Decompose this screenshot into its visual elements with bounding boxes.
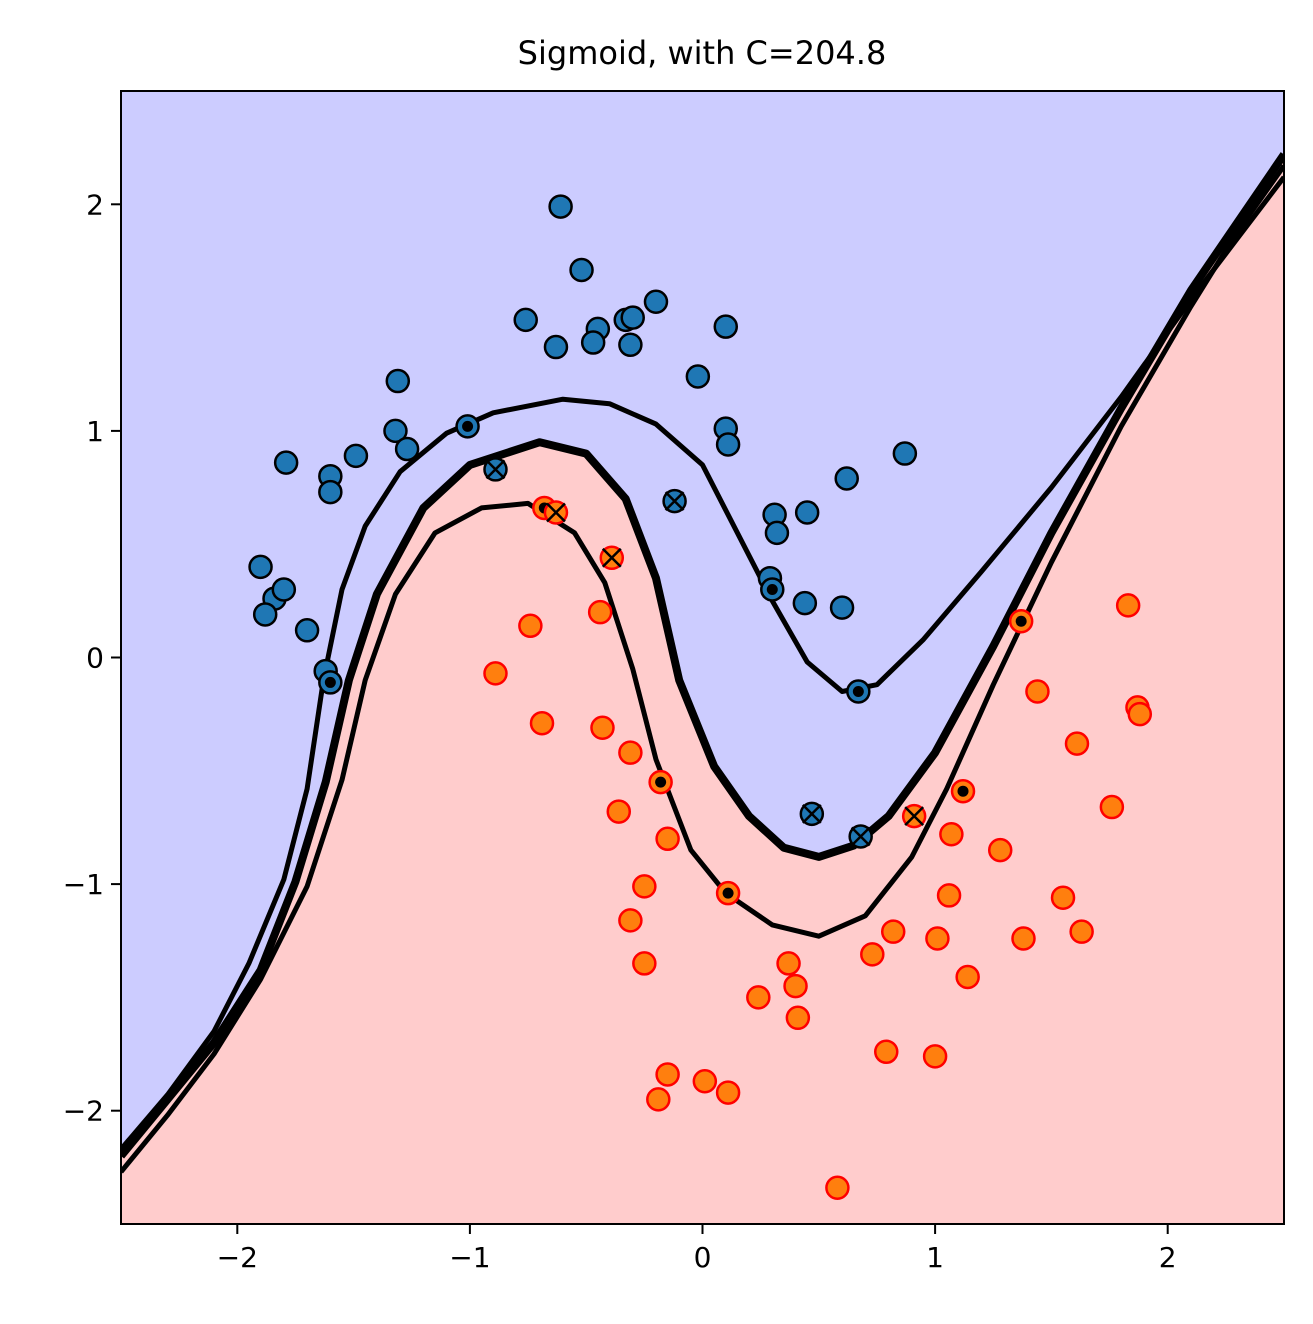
- data-point-class1: [783, 973, 808, 999]
- data-point-class1: [939, 821, 964, 847]
- support-vector-marker: [766, 584, 778, 596]
- data-point-class0: [618, 332, 643, 358]
- data-point-class1: [529, 710, 555, 736]
- boundary-margin-upper: [121, 175, 1284, 1151]
- data-point-class1: [1025, 679, 1050, 704]
- data-point-class1: [776, 951, 801, 976]
- data-point-class0: [385, 368, 411, 394]
- data-point-class1: [936, 883, 962, 908]
- data-point-class1: [955, 964, 980, 990]
- data-point-class0: [643, 289, 669, 314]
- data-point-class0: [294, 618, 320, 643]
- data-point-class1: [483, 661, 508, 686]
- data-point-class0: [548, 194, 573, 219]
- data-point-class1: [715, 1080, 741, 1105]
- data-point-class1: [825, 1175, 850, 1200]
- data-point-class1: [587, 599, 613, 625]
- data-point-class0: [383, 418, 408, 444]
- chart-title: Sigmoid, with C=204.8: [518, 34, 887, 72]
- support-vector-marker: [324, 676, 336, 688]
- y-tick-label: 0: [86, 642, 104, 675]
- support-vector-marker: [1015, 615, 1027, 627]
- data-point-class0: [892, 441, 918, 466]
- y-tick-label: −2: [63, 1095, 104, 1128]
- data-point-class1: [518, 613, 543, 639]
- data-point-class0: [764, 520, 790, 546]
- data-point-class1: [1115, 593, 1141, 618]
- data-point-class0: [685, 364, 711, 389]
- x-tick-label: −2: [217, 1241, 258, 1274]
- misclassified-marker: [664, 491, 685, 512]
- x-axis: −2 −1 0 1 2: [217, 1224, 1177, 1274]
- data-point-class0: [543, 334, 569, 360]
- data-point-class0: [343, 443, 369, 469]
- data-point-class0: [794, 500, 820, 525]
- data-point-class0: [513, 307, 538, 333]
- y-tick-label: 2: [86, 188, 104, 221]
- data-point-class1: [1069, 919, 1094, 944]
- support-vector-marker: [852, 685, 864, 697]
- data-point-class1: [880, 919, 906, 944]
- plot-area: [121, 91, 1284, 1224]
- region-class0: [121, 91, 1284, 1156]
- data-point-class0: [620, 305, 645, 330]
- y-tick-label: −1: [63, 868, 104, 901]
- data-point-class1: [655, 1062, 680, 1087]
- data-point-class1: [1064, 731, 1090, 756]
- data-point-class0: [252, 602, 278, 627]
- data-point-class0: [715, 432, 741, 457]
- data-point-class1: [987, 837, 1013, 863]
- data-point-class1: [860, 942, 885, 967]
- data-point-class1: [1127, 701, 1153, 727]
- misclassified-marker: [801, 803, 822, 824]
- data-point-class0: [394, 436, 420, 462]
- data-point-class1: [925, 926, 950, 951]
- data-point-class1: [655, 826, 680, 852]
- data-point-class0: [569, 257, 594, 283]
- data-point-class1: [1011, 926, 1036, 951]
- misclassified-marker: [485, 459, 506, 480]
- support-vector-marker: [462, 420, 474, 432]
- data-point-class0: [792, 590, 818, 616]
- misclassified-marker: [601, 547, 622, 568]
- x-tick-label: 1: [926, 1241, 944, 1274]
- support-vector-marker: [655, 776, 667, 788]
- data-point-class1: [785, 1005, 811, 1031]
- data-point-class1: [606, 799, 632, 824]
- data-point-class0: [834, 466, 859, 491]
- data-point-class0: [713, 314, 739, 339]
- y-axis: −2 −1 0 1 2: [63, 188, 121, 1128]
- data-point-class0: [829, 595, 855, 620]
- data-point-class1: [874, 1039, 899, 1065]
- data-points: [248, 194, 1153, 1200]
- x-tick-label: −1: [449, 1241, 490, 1274]
- data-point-class1: [646, 1087, 671, 1112]
- data-point-class1: [632, 951, 657, 976]
- data-point-class1: [1050, 885, 1076, 910]
- x-tick-label: 2: [1159, 1241, 1177, 1274]
- misclassified-marker: [850, 826, 871, 847]
- data-point-class1: [618, 740, 643, 765]
- y-tick-label: 1: [86, 415, 104, 448]
- data-point-class0: [273, 450, 299, 475]
- data-point-class0: [271, 577, 297, 602]
- data-point-class0: [580, 330, 606, 355]
- x-tick-label: 0: [694, 1241, 712, 1274]
- misclassified-marker: [904, 806, 925, 827]
- data-point-class1: [1099, 794, 1125, 820]
- data-point-class1: [632, 874, 657, 899]
- support-vector-marker: [957, 785, 969, 797]
- data-point-class1: [618, 908, 643, 933]
- data-point-class0: [318, 479, 343, 505]
- support-vector-marker: [722, 887, 734, 899]
- data-point-class0: [248, 554, 273, 580]
- boundary-decision-boundary: [121, 152, 1284, 1159]
- misclassified-marker: [546, 502, 566, 523]
- data-point-class1: [590, 715, 615, 740]
- data-point-class1: [746, 985, 771, 1010]
- data-point-class1: [922, 1044, 948, 1069]
- data-point-class1: [692, 1068, 718, 1094]
